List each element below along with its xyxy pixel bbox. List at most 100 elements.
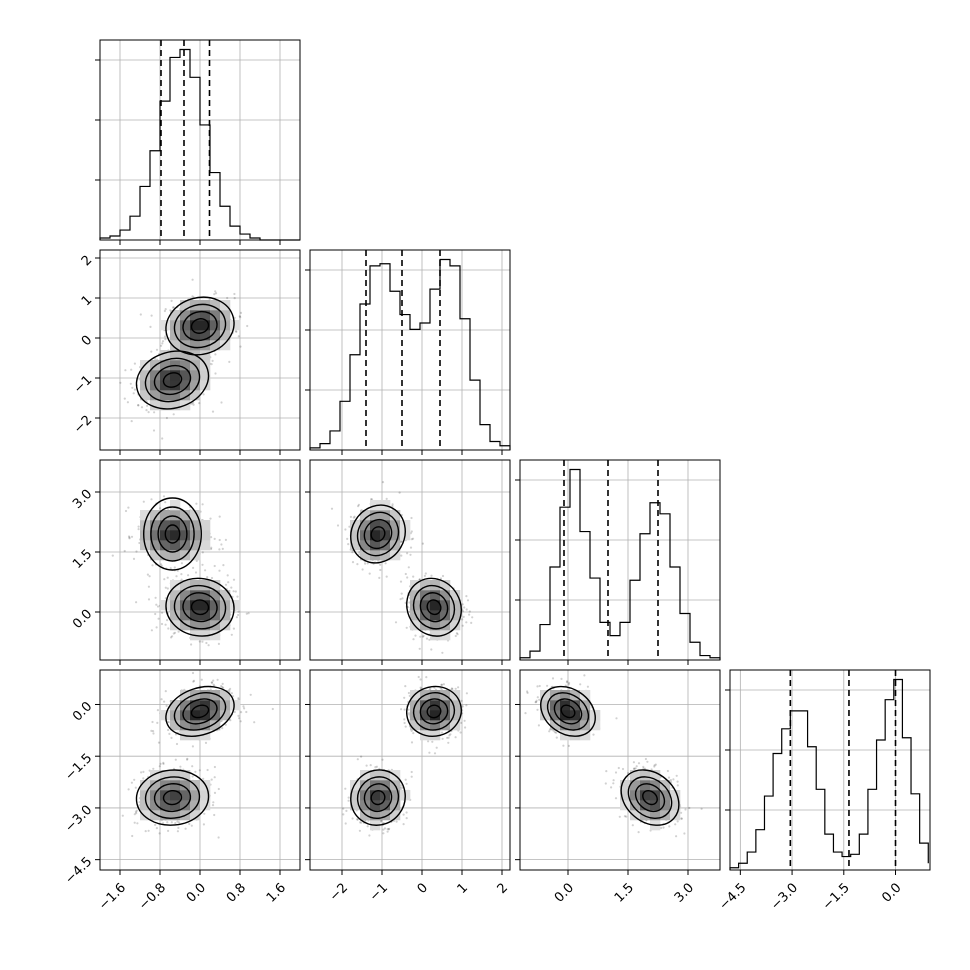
scatter-point	[410, 530, 413, 533]
scatter-point	[429, 687, 432, 690]
density-cell	[210, 720, 221, 731]
scatter-point	[212, 679, 215, 682]
scatter-point	[130, 368, 133, 371]
scatter-point	[379, 568, 382, 572]
scatter-point	[210, 536, 213, 539]
scatter-point	[150, 314, 153, 317]
scatter-point	[119, 381, 122, 384]
contour-ellipse	[182, 310, 218, 342]
scatter-point	[405, 782, 408, 785]
density-cell	[360, 540, 371, 551]
density-cell	[440, 580, 451, 591]
contour-ellipse	[165, 685, 235, 737]
scatter-point	[205, 641, 208, 645]
scatter-point	[407, 691, 410, 695]
scatter-point	[234, 330, 238, 333]
scatter-point	[150, 350, 153, 353]
scatter-point	[395, 820, 398, 823]
density-cell	[180, 540, 191, 551]
scatter-point	[191, 765, 194, 768]
contour-ellipse	[153, 364, 192, 396]
scatter-point	[382, 832, 385, 835]
density-cell	[170, 540, 181, 551]
scatter-point	[210, 546, 213, 549]
density-cell	[190, 710, 201, 721]
scatter-point	[220, 543, 223, 546]
scatter-point	[158, 765, 161, 768]
density-cell	[170, 700, 181, 711]
scatter-point	[358, 553, 361, 556]
scatter-point	[155, 603, 158, 606]
scatter-point	[133, 821, 136, 824]
contour-ellipse	[426, 599, 442, 616]
density-cell	[370, 540, 381, 551]
scatter-point	[192, 679, 196, 683]
density-cell	[200, 800, 211, 811]
density-cell	[140, 370, 151, 381]
scatter-point	[190, 643, 193, 646]
scatter-point	[170, 299, 173, 302]
scatter-point	[224, 583, 228, 586]
contour-ellipse	[143, 497, 203, 571]
scatter-point	[160, 622, 164, 626]
scatter-point	[403, 718, 406, 721]
scatter-point	[198, 402, 201, 405]
density-cell	[200, 620, 211, 631]
density-cell	[220, 310, 231, 321]
scatter-point	[163, 335, 167, 338]
scatter-point	[161, 340, 165, 343]
density-cell	[160, 810, 171, 821]
scatter-point	[370, 498, 374, 501]
scatter-point	[166, 619, 169, 622]
density-cell	[380, 800, 391, 811]
density-cell	[160, 350, 171, 361]
scatter-point	[418, 578, 421, 581]
density-cell	[200, 530, 211, 541]
scatter-point	[128, 537, 131, 540]
density-cell	[160, 520, 171, 531]
scatter-point	[353, 515, 356, 518]
scatter-point	[368, 572, 371, 575]
density-cell	[390, 810, 401, 821]
scatter-point	[172, 413, 175, 416]
scatter-point	[179, 765, 182, 768]
scatter-point	[174, 822, 177, 825]
scatter-point	[161, 342, 164, 345]
scatter-point	[347, 796, 350, 799]
scatter-point	[220, 685, 223, 688]
scatter-point	[430, 648, 433, 651]
scatter-point	[421, 635, 424, 638]
density-cell	[180, 310, 191, 321]
scatter-point	[236, 595, 239, 598]
scatter-point	[442, 683, 445, 686]
scatter-point	[137, 528, 140, 531]
scatter-point	[456, 633, 459, 636]
density-cell	[350, 520, 361, 531]
scatter-point	[347, 543, 350, 546]
scatter-point	[384, 562, 387, 565]
density-cell	[180, 620, 191, 631]
scatter-point	[391, 503, 394, 506]
scatter-point	[330, 507, 334, 510]
scatter-point	[345, 809, 348, 813]
scatter-point	[201, 563, 204, 566]
density-cell	[180, 350, 191, 361]
scatter-point	[139, 313, 142, 316]
scatter-point	[133, 778, 136, 781]
panel-frame	[519, 459, 721, 661]
scatter-point	[465, 595, 468, 598]
scatter-point	[382, 828, 385, 831]
scatter-point	[385, 497, 388, 500]
density-cell	[190, 540, 201, 551]
scatter-point	[176, 820, 179, 823]
scatter-point	[134, 786, 137, 789]
scatter-point	[162, 822, 165, 825]
density-cell	[170, 580, 181, 591]
scatter-point	[400, 784, 403, 787]
panel-content	[100, 670, 300, 870]
density-cell	[150, 780, 161, 791]
scatter-point	[235, 616, 238, 619]
contour-ellipse	[157, 515, 188, 553]
density-cell	[190, 320, 201, 331]
scatter-point	[422, 634, 425, 638]
